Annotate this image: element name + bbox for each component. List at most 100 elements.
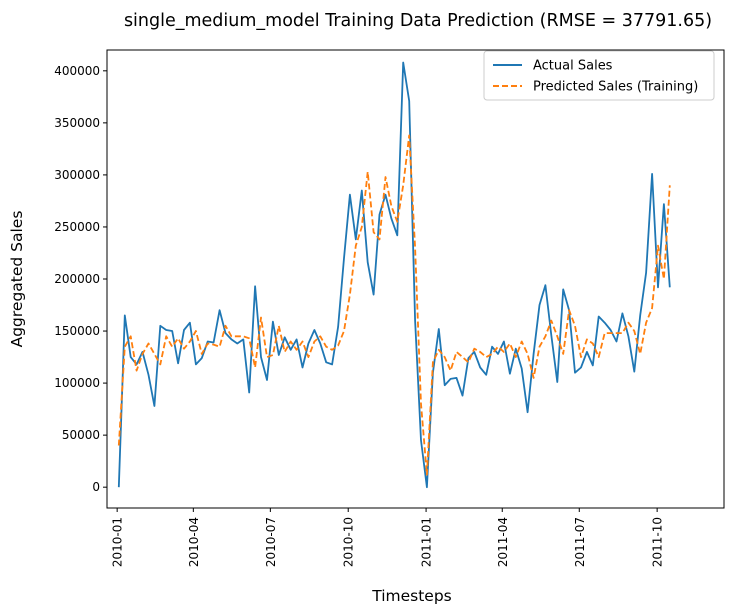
data-point (284, 337, 286, 339)
data-point (320, 336, 322, 338)
data-point (616, 332, 618, 334)
data-point (568, 309, 570, 311)
data-point (485, 374, 487, 376)
data-point (503, 351, 505, 353)
data-point (272, 354, 274, 356)
data-point (426, 474, 428, 476)
data-point (124, 315, 126, 317)
data-point (248, 392, 250, 394)
data-point (207, 341, 209, 343)
legend-box (483, 50, 715, 101)
data-point (142, 353, 144, 355)
data-point (302, 341, 304, 343)
data-point (373, 294, 375, 296)
data-point (361, 190, 363, 192)
data-point (622, 313, 624, 315)
data-point (160, 364, 162, 366)
data-point (639, 315, 641, 317)
data-point (254, 367, 256, 369)
data-point (444, 384, 446, 386)
data-point (634, 330, 636, 332)
y-tick-label: 150000 (54, 324, 100, 338)
data-point (545, 336, 547, 338)
x-tick-label: 2010-10 (342, 517, 356, 567)
actual-sales-line (117, 61, 671, 489)
data-point (402, 185, 404, 187)
data-point (521, 341, 523, 343)
data-point (551, 320, 553, 322)
y-tick-label: 350000 (54, 116, 100, 130)
data-point (497, 353, 499, 355)
y-tick-label: 200000 (54, 272, 100, 286)
y-tick-label: 400000 (54, 64, 100, 78)
x-tick-label: 2011-01 (420, 517, 434, 567)
data-point (391, 205, 393, 207)
y-axis-label: Aggregated Sales (8, 211, 26, 348)
data-point (343, 257, 345, 259)
data-point (124, 346, 126, 348)
data-point (426, 486, 428, 488)
data-point (539, 304, 541, 306)
x-tick-label: 2010-01 (111, 517, 125, 567)
y-tick-label: 0 (92, 480, 100, 494)
data-point (616, 341, 618, 343)
data-point (260, 356, 262, 358)
data-point (296, 349, 298, 351)
data-point (580, 367, 582, 369)
data-point (183, 329, 185, 331)
data-point (355, 245, 357, 247)
data-point (408, 100, 410, 102)
data-point (432, 362, 434, 364)
data-point (278, 354, 280, 356)
data-point (290, 341, 292, 343)
data-point (420, 403, 422, 405)
x-tick-label: 2011-04 (496, 517, 510, 567)
data-point (444, 356, 446, 358)
data-point (302, 367, 304, 369)
data-point (213, 344, 215, 346)
data-point (379, 239, 381, 241)
data-point (628, 336, 630, 338)
data-point (325, 346, 327, 348)
data-point (219, 309, 221, 311)
data-point (148, 343, 150, 345)
data-point (165, 336, 167, 338)
y-axis: 0 50000 100000 150000 200000 250000 300000 3500… (54, 64, 107, 494)
data-point (402, 62, 404, 64)
data-point (651, 307, 653, 309)
data-point (177, 338, 179, 340)
legend-label-actual: Actual Sales (533, 59, 613, 74)
data-point (367, 262, 369, 264)
data-point (349, 194, 351, 196)
x-axis-label: Timesteps (371, 587, 452, 605)
data-point (669, 287, 671, 289)
data-point (397, 221, 399, 223)
x-axis: 2010-01 2010-04 2010-07 2010-10 2011-01 2011-… (111, 508, 665, 567)
data-point (225, 332, 227, 334)
data-point (201, 353, 203, 355)
legend: Actual Sales Predicted Sales (Training) (483, 50, 715, 101)
data-point (450, 370, 452, 372)
data-point (557, 381, 559, 383)
data-point (154, 405, 156, 407)
data-point (557, 336, 559, 338)
data-point (160, 325, 162, 327)
data-point (438, 328, 440, 330)
data-point (231, 339, 233, 341)
data-point (284, 351, 286, 353)
data-point (314, 329, 316, 331)
data-point (379, 214, 381, 216)
data-point (468, 362, 470, 364)
data-point (349, 294, 351, 296)
data-point (491, 353, 493, 355)
data-point (237, 336, 239, 338)
data-point (385, 176, 387, 178)
data-point (195, 364, 197, 366)
data-point (171, 346, 173, 348)
data-point (545, 284, 547, 286)
data-point (598, 316, 600, 318)
data-point (450, 378, 452, 380)
data-point (456, 351, 458, 353)
data-point (604, 332, 606, 334)
data-point (130, 356, 132, 358)
